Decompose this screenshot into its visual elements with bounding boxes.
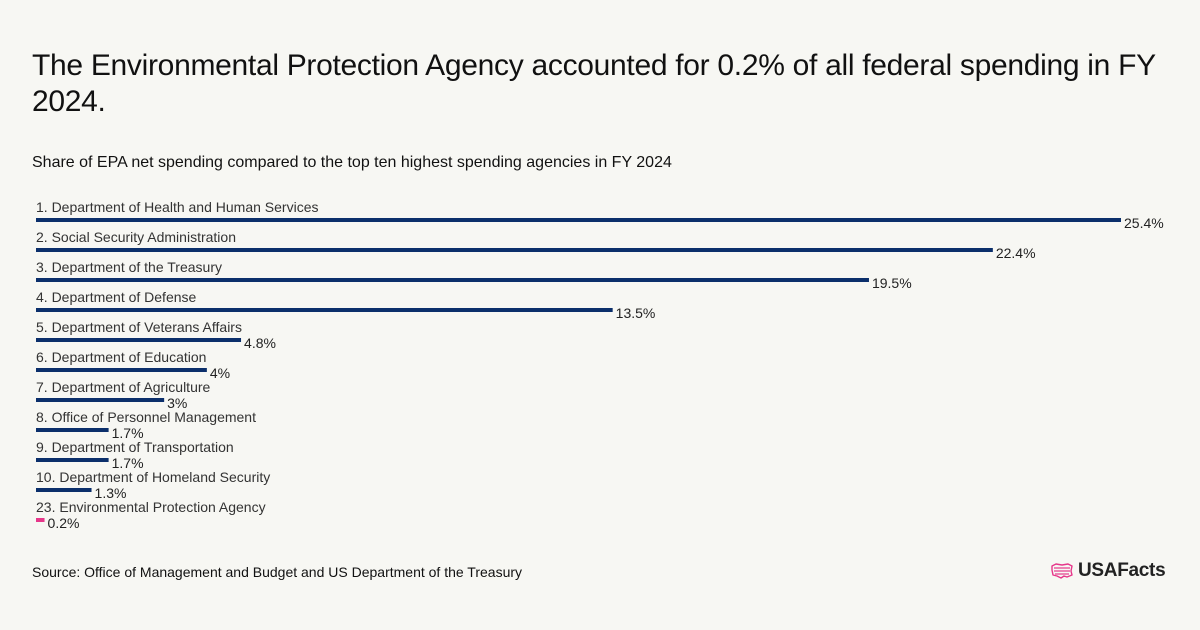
value-label: 4.8% [244,335,276,351]
bar [36,458,109,462]
value-label: 1.7% [112,455,144,471]
chart-title: The Environmental Protection Agency acco… [32,49,1156,118]
bar [36,428,109,432]
bar-chart: 1. Department of Health and Human Servic… [36,199,1164,531]
value-label: 25.4% [1124,215,1164,231]
value-label: 1.3% [95,485,127,501]
value-label: 1.7% [112,425,144,441]
category-label: 8. Office of Personnel Management [36,409,256,425]
category-label: 5. Department of Veterans Affairs [36,319,242,335]
category-label: 4. Department of Defense [36,289,197,305]
bar [36,368,207,372]
bar [36,278,869,282]
category-label: 6. Department of Education [36,349,206,365]
value-label: 22.4% [996,245,1036,261]
brand-logo: USAFacts [1050,560,1166,582]
value-label: 19.5% [872,275,912,291]
category-label: 1. Department of Health and Human Servic… [36,199,318,215]
category-label: 23. Environmental Protection Agency [36,499,266,515]
category-label: 3. Department of the Treasury [36,259,222,275]
bar [36,338,242,342]
category-label: 9. Department of Transportation [36,439,234,455]
highlight-bar [36,518,45,522]
value-label: 13.5% [616,305,656,321]
us-map-flag-icon [1051,563,1073,579]
source-note: Source: Office of Management and Budget … [32,564,523,580]
category-label: 10. Department of Homeland Security [36,469,270,485]
bar [36,218,1121,222]
value-label: 4% [210,365,230,381]
category-label: 7. Department of Agriculture [36,379,211,395]
bar [36,248,993,252]
value-label: 0.2% [48,515,80,531]
brand-name: USAFacts [1078,560,1166,581]
value-label: 3% [167,395,187,411]
category-label: 2. Social Security Administration [36,229,236,245]
bar [36,308,613,312]
bar [36,398,165,402]
chart-subtitle: Share of EPA net spending compared to th… [32,154,672,171]
bar [36,488,92,492]
